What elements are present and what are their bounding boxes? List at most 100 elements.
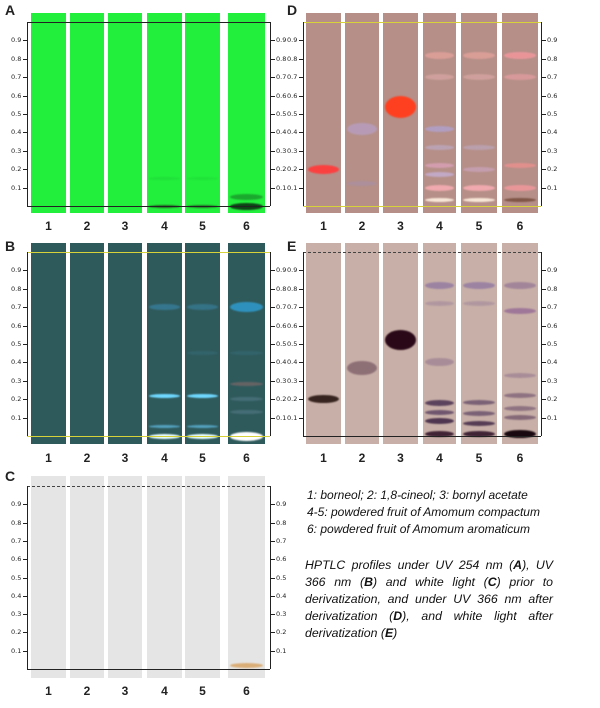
legend-line-1: 1: borneol; 2: 1,8-cineol; 3: bornyl ace…: [307, 488, 528, 502]
tick-mark-left: [23, 95, 27, 97]
lane-b-3: [108, 243, 142, 444]
tick-mark-right: [542, 95, 546, 97]
rf-axis-left-b: [27, 252, 28, 436]
origin-line-b: [27, 436, 270, 437]
lane-number-e: 5: [475, 451, 483, 465]
band-e-lane5: [463, 301, 495, 307]
tick-mark-right: [542, 362, 546, 364]
lane-number-c: 4: [161, 684, 168, 698]
tick-mark-left: [23, 187, 27, 189]
lane-b-2: [70, 243, 104, 444]
tick-mark-left: [23, 417, 27, 419]
tick-label-right: 0.7: [276, 303, 287, 312]
lane-number-d: 5: [475, 219, 483, 233]
band-d-lane4: [425, 74, 454, 81]
lane-number-d: 2: [358, 219, 366, 233]
tick-mark-left: [23, 399, 27, 401]
lane-d-2: [345, 13, 379, 213]
band-a-lane6: [230, 193, 263, 200]
rf-axis-right-d: [541, 22, 542, 206]
lane-number-a: 4: [161, 219, 168, 233]
tick-mark-left: [23, 362, 27, 364]
band-b-lane6: [230, 302, 263, 313]
lane-number-b: 3: [121, 451, 129, 465]
band-e-lane4: [425, 399, 454, 406]
panel-label-b: B: [5, 238, 16, 254]
tick-label-left: 0.2: [11, 395, 22, 404]
lane-number-d: 3: [397, 219, 404, 233]
band-b-lane6: [230, 397, 263, 402]
origin-line-d: [303, 206, 541, 207]
tick-label-left: 0.7: [287, 303, 298, 312]
lane-number-d: 1: [320, 219, 327, 233]
band-d-lane4: [425, 172, 454, 178]
lane-a-6: [228, 13, 265, 213]
band-d-lane4: [425, 51, 454, 59]
tick-label-left: 0.6: [11, 555, 22, 564]
tick-mark-right: [271, 417, 275, 419]
rf-axis-left-c: [27, 486, 28, 669]
lane-d-5: [461, 13, 497, 213]
tick-mark-left: [299, 325, 303, 327]
tick-mark-left: [299, 132, 303, 134]
tick-mark-right: [542, 325, 546, 327]
lane-c-1: [31, 476, 66, 678]
band-e-lane5: [463, 420, 495, 426]
tick-mark-right: [542, 187, 546, 189]
band-b-lane5: [187, 425, 218, 429]
tick-label-right: 0.9: [547, 36, 558, 45]
lane-e-1: [306, 243, 341, 444]
band-e-lane4: [425, 418, 454, 425]
tick-label-right: 0.8: [547, 54, 558, 63]
tick-mark-right: [271, 288, 275, 290]
lane-number-d: 4: [436, 219, 443, 233]
lane-a-5: [185, 13, 220, 213]
tick-label-right: 0.9: [276, 500, 287, 509]
tick-mark-right: [542, 344, 546, 345]
lane-b-4: [147, 243, 182, 444]
tick-label-left: 0.9: [11, 500, 22, 509]
tick-label-left: 0.2: [287, 395, 298, 404]
lane-number-b: 2: [83, 451, 91, 465]
band-b-lane4: [149, 425, 180, 429]
tick-mark-left: [23, 595, 27, 597]
tick-mark-left: [299, 344, 303, 345]
band-e-lane6: [504, 307, 536, 314]
band-e-lane4: [425, 281, 454, 289]
rf-axis-left-e: [303, 252, 304, 436]
band-e-lane6: [504, 372, 536, 378]
tick-mark-left: [299, 150, 303, 152]
tick-mark-left: [23, 40, 27, 42]
band-e-lane6: [504, 281, 536, 289]
lane-number-e: 6: [516, 451, 524, 465]
band-d-lane5: [463, 74, 495, 81]
tick-label-left: 0.6: [11, 91, 22, 100]
tick-label-right: 0.3: [276, 376, 287, 385]
tick-label-left: 0.9: [11, 266, 22, 275]
band-d-lane6: [504, 51, 536, 59]
lane-number-e: 4: [436, 451, 443, 465]
tick-mark-right: [271, 559, 275, 561]
band-b-lane6: [230, 382, 263, 387]
tick-label-right: 0.8: [276, 54, 287, 63]
solvent-front-line-a: [27, 22, 270, 23]
tick-mark-right: [542, 150, 546, 152]
tick-label-left: 0.8: [11, 54, 22, 63]
band-d-lane3: [385, 95, 416, 118]
lane-number-b: 4: [161, 451, 168, 465]
lane-number-e: 3: [397, 451, 404, 465]
tick-mark-left: [23, 169, 27, 171]
origin-line-e: [303, 436, 541, 437]
tick-mark-right: [542, 58, 546, 60]
tick-mark-left: [23, 540, 27, 542]
legend-line-2: 4-5: powdered fruit of Amomum compactum: [307, 505, 540, 519]
tick-mark-right: [271, 614, 275, 616]
panel-label-c: C: [5, 468, 16, 484]
tick-label-right: 0.7: [276, 536, 287, 545]
tick-label-left: 0.8: [287, 54, 298, 63]
lane-number-b: 5: [199, 451, 206, 465]
tick-mark-right: [271, 150, 275, 152]
lane-c-3: [108, 476, 142, 678]
tick-mark-right: [542, 399, 546, 401]
band-d-lane2: [347, 181, 377, 187]
